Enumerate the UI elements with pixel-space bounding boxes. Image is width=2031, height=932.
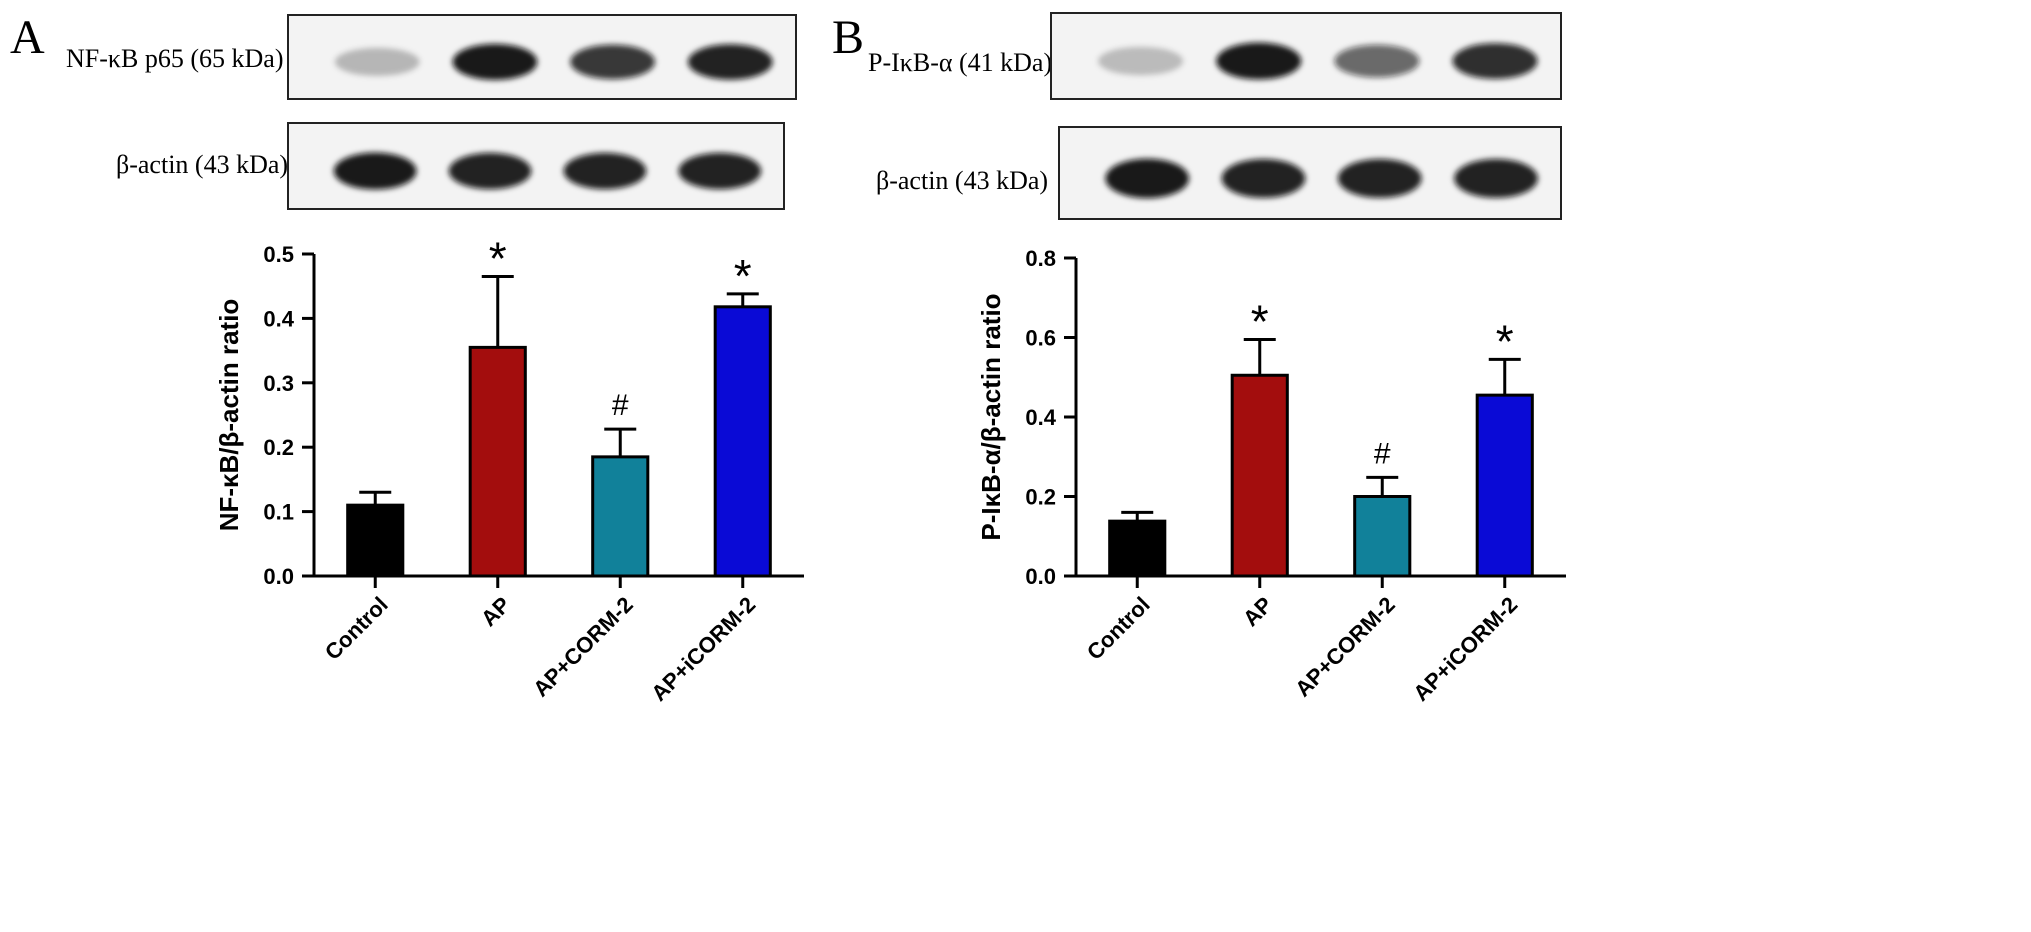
bar-control [346,503,405,578]
x-tick-label: AP+CORM-2 [1290,592,1400,702]
bar-control [1108,519,1167,578]
blot-band [1334,44,1420,78]
chart-b: 0.0 0.2 0.4 0.6 0.8 P-IκB-α/β-actin ratio Cont… [976,246,1566,706]
blot-band [563,152,647,190]
blot-band [452,43,538,80]
y-axis-title: NF-κB/β-actin ratio [214,299,244,532]
blot-b-bottom-label: β-actin (43 kDa) [876,166,1049,195]
bar-ap-icorm-2 [1475,393,1534,578]
blot-band [1105,158,1190,199]
blot-band [1221,158,1306,198]
x-tick-label: Control [1082,592,1155,665]
blot-band [1454,158,1538,198]
significance-mark: # [1374,437,1391,470]
y-tick-label: 0.0 [263,564,294,589]
blot-band [333,152,417,190]
significance-mark: # [612,389,629,422]
blot-band [1452,43,1538,80]
blot-b-top-label: P-IκB-α (41 kDa) [868,48,1053,77]
bar-ap [468,345,527,578]
chart-a: 0.0 0.1 0.2 0.3 0.4 0.5 NF-κB/β-actin ratio Con… [214,233,804,706]
x-tick-label: AP [476,592,515,631]
blot-a-top-label: NF-κB p65 (65 kDa) [66,44,284,73]
y-tick-label: 0.0 [1025,564,1056,589]
y-tick-label: 0.8 [1025,246,1056,271]
bar-ap [1230,373,1289,578]
blot-band [448,152,532,190]
significance-mark: * [734,250,752,302]
y-axis-title: P-IκB-α/β-actin ratio [976,293,1006,540]
x-tick-label: AP+iCORM-2 [646,592,760,706]
blot-b-top-image [1050,12,1562,100]
blot-a-top-image [287,14,797,100]
blot-band [570,44,655,80]
bar-ap-icorm-2 [713,305,772,578]
blot-a-bottom-label: β-actin (43 kDa) [116,150,289,179]
blot-a-bottom-image [287,122,785,210]
y-tick-label: 0.4 [263,306,294,331]
blot-band [1337,158,1422,198]
x-tick-label: AP+iCORM-2 [1408,592,1522,706]
blot-b-bottom-image [1058,126,1562,220]
significance-mark: * [489,233,507,285]
blot-band [687,44,773,80]
x-tick-label: AP [1238,592,1277,631]
significance-mark: * [1496,315,1514,367]
blot-band [1098,46,1184,76]
blot-band [1216,42,1302,80]
bar-ap-corm-2 [591,455,650,578]
y-tick-label: 0.3 [263,371,294,396]
y-tick-label: 0.2 [1025,485,1056,510]
y-tick-label: 0.4 [1025,405,1056,430]
y-tick-label: 0.5 [263,242,294,267]
panel-b-letter: B [832,11,865,64]
blot-band [678,152,762,190]
blot-band [334,47,420,76]
x-tick-label: Control [320,592,393,665]
y-tick-label: 0.1 [263,500,294,525]
x-tick-label: AP+CORM-2 [528,592,638,702]
bar-ap-corm-2 [1353,495,1412,578]
y-tick-label: 0.6 [1025,326,1056,351]
panel-a-letter: A [10,11,45,64]
significance-mark: * [1251,295,1269,347]
y-tick-label: 0.2 [263,435,294,460]
